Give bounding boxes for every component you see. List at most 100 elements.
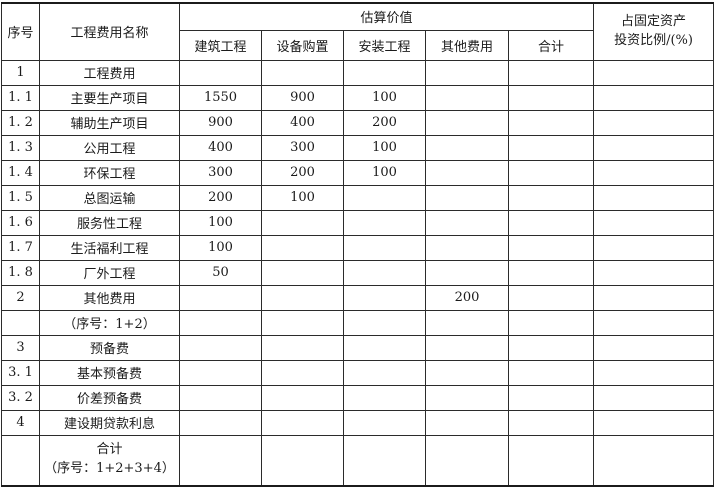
cell-ratio [593, 284, 715, 311]
header-equipment-purchase: 设备购置 [261, 29, 344, 61]
cell-value [261, 259, 344, 286]
cell-ratio [593, 84, 715, 111]
cell-value [425, 134, 509, 161]
cell-value: 200 [425, 284, 509, 311]
cell-value: 100 [261, 184, 344, 211]
cell-sn: 1. 3 [1, 134, 40, 161]
total-label: 合计 [96, 442, 123, 458]
cell-value [179, 334, 262, 361]
cell-name: 主要生产项目 [39, 84, 180, 111]
cell-value [261, 434, 344, 487]
cell-ratio [593, 184, 715, 211]
cell-value [343, 309, 426, 336]
cell-ratio [593, 359, 715, 386]
header-row-2: 建筑工程 设备购置 安装工程 其他费用 合计 [2, 29, 714, 61]
total-row: 合计 （序号：1+2+3+4） [1, 434, 715, 487]
cell-value [507, 234, 595, 261]
cell-value: 100 [343, 84, 426, 111]
table-row: （序号：1+2） [1, 309, 715, 336]
cell-value: 100 [179, 209, 262, 236]
cell-value [425, 109, 509, 136]
cell-value [261, 334, 344, 361]
cell-value [261, 409, 344, 436]
header-construction-works: 建筑工程 [179, 29, 262, 61]
cell-value [343, 409, 426, 436]
cell-name: 公用工程 [39, 134, 180, 161]
cell-name: 预备费 [39, 334, 180, 361]
cell-ratio [593, 134, 715, 161]
cell-value [343, 259, 426, 286]
cell-value: 100 [343, 134, 426, 161]
cell-value: 300 [179, 159, 262, 186]
cell-value [343, 434, 426, 487]
table-row: 3. 1 基本预备费 [1, 359, 715, 386]
cell-ratio [593, 434, 715, 487]
cell-value [261, 384, 344, 411]
cell-value [425, 384, 509, 411]
cell-value [425, 434, 509, 487]
cell-ratio [593, 409, 715, 436]
cell-value [261, 359, 344, 386]
total-formula: （序号：1+2+3+4） [44, 461, 175, 477]
cell-sn: 1. 8 [1, 259, 40, 286]
cell-value: 200 [261, 159, 344, 186]
cell-value [425, 59, 509, 86]
cell-sn: 1. 5 [1, 184, 40, 211]
cell-value [179, 59, 262, 86]
cell-value [343, 334, 426, 361]
cell-name: 价差预备费 [39, 384, 180, 411]
cell-value [179, 434, 262, 487]
cell-value [507, 284, 595, 311]
cell-name: 环保工程 [39, 159, 180, 186]
cell-name: 服务性工程 [39, 209, 180, 236]
cell-ratio [593, 159, 715, 186]
header-serial-number: 序号 [1, 2, 40, 61]
cell-sn: 1. 6 [1, 209, 40, 236]
cell-value: 900 [179, 109, 262, 136]
cell-sn: 3. 2 [1, 384, 40, 411]
cell-sn: 1 [1, 59, 40, 86]
cell-sn: 1. 2 [1, 109, 40, 136]
cell-value: 900 [261, 84, 344, 111]
cell-value [507, 384, 595, 411]
header-other-costs: 其他费用 [425, 29, 509, 61]
cell-name: 工程费用 [39, 59, 180, 86]
table-row: 1. 3 公用工程 400 300 100 [1, 134, 715, 161]
cell-value [261, 234, 344, 261]
cell-ratio [593, 109, 715, 136]
cell-ratio [593, 209, 715, 236]
cell-sn [1, 434, 40, 487]
cell-name: 厂外工程 [39, 259, 180, 286]
cell-value: 200 [343, 109, 426, 136]
cell-value [507, 334, 595, 361]
cell-ratio [593, 334, 715, 361]
cell-name: （序号：1+2） [39, 309, 180, 336]
cell-value [261, 209, 344, 236]
cell-value: 400 [179, 134, 262, 161]
table-row: 1. 8 厂外工程 50 [1, 259, 715, 286]
cell-name: 其他费用 [39, 284, 180, 311]
cell-ratio [593, 309, 715, 336]
cell-value [425, 259, 509, 286]
cell-name: 基本预备费 [39, 359, 180, 386]
header-fixed-asset-ratio: 占固定资产 投资比例/(%) [593, 2, 715, 61]
cell-sn: 3. 1 [1, 359, 40, 386]
table-row: 4 建设期贷款利息 [1, 409, 715, 436]
cell-value: 100 [343, 159, 426, 186]
cell-value: 100 [179, 234, 262, 261]
table-row: 1 工程费用 [1, 59, 715, 86]
cell-value: 400 [261, 109, 344, 136]
table-row: 1. 6 服务性工程 100 [1, 209, 715, 236]
cell-value [507, 134, 595, 161]
cell-value [261, 59, 344, 86]
cell-value [343, 184, 426, 211]
cell-sn: 1. 1 [1, 84, 40, 111]
cell-value [261, 309, 344, 336]
table-row: 1. 1 主要生产项目 1550 900 100 [1, 84, 715, 111]
cell-value: 1550 [179, 84, 262, 111]
cell-name: 生活福利工程 [39, 234, 180, 261]
cell-value [179, 309, 262, 336]
header-subtotal: 合计 [507, 29, 595, 61]
cell-value [343, 209, 426, 236]
cell-name: 建设期贷款利息 [39, 409, 180, 436]
